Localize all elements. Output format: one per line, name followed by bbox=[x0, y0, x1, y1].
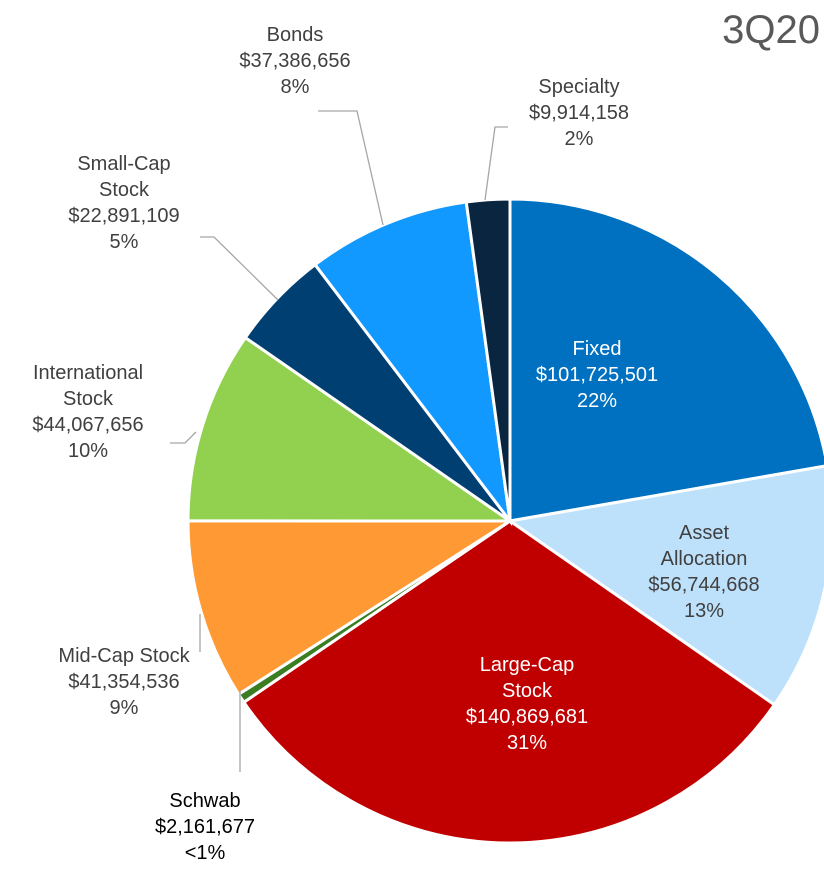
pie-slice bbox=[312, 200, 513, 527]
label-value: $44,067,656 bbox=[32, 414, 144, 436]
label-name: Bonds bbox=[266, 24, 324, 46]
label-name: Large-Cap Stock bbox=[479, 654, 575, 702]
slice-label: Large-Cap Stock $140,869,681 31% bbox=[466, 652, 588, 756]
leader-line bbox=[200, 236, 279, 301]
label-value: $140,869,681 bbox=[465, 706, 589, 728]
label-value: $56,744,668 bbox=[648, 574, 760, 596]
label-percent: 5% bbox=[109, 231, 139, 253]
pie-slice bbox=[186, 335, 515, 523]
leader-line bbox=[318, 110, 384, 226]
label-percent: 13% bbox=[683, 600, 725, 622]
slice-label: Asset Allocation $56,744,668 13% bbox=[644, 520, 764, 624]
label-value: $41,354,536 bbox=[68, 671, 180, 693]
pie-slice bbox=[464, 197, 512, 522]
label-value: $9,914,158 bbox=[528, 102, 630, 124]
slice-label: Schwab $2,161,677 <1% bbox=[155, 788, 255, 866]
pie-slice bbox=[186, 519, 516, 697]
label-value: $37,386,656 bbox=[239, 50, 351, 72]
label-name: Mid-Cap Stock bbox=[58, 645, 190, 667]
label-name: International Stock bbox=[32, 362, 144, 410]
pie-slice bbox=[241, 519, 777, 845]
slice-label: Bonds $37,386,656 8% bbox=[239, 22, 350, 100]
pie-slice bbox=[508, 197, 824, 523]
label-value: $2,161,677 bbox=[154, 816, 256, 838]
label-name: Asset Allocation bbox=[660, 522, 748, 570]
label-percent: 9% bbox=[109, 697, 139, 719]
leader-line bbox=[170, 431, 197, 444]
label-percent: 10% bbox=[67, 440, 109, 462]
label-percent: <1% bbox=[184, 842, 226, 864]
pie-slice bbox=[506, 464, 824, 707]
label-name: Specialty bbox=[538, 76, 620, 98]
slice-label: Fixed $101,725,501 22% bbox=[536, 336, 658, 414]
label-percent: 8% bbox=[280, 76, 310, 98]
label-percent: 22% bbox=[576, 390, 618, 412]
chart-title: 3Q20 bbox=[722, 8, 820, 52]
slice-label: Specialty $9,914,158 2% bbox=[529, 74, 629, 152]
label-name: Small-Cap Stock bbox=[77, 153, 171, 201]
label-value: $101,725,501 bbox=[535, 364, 659, 386]
slice-label: International Stock $44,067,656 10% bbox=[32, 360, 143, 464]
slice-label: Mid-Cap Stock $41,354,536 9% bbox=[58, 643, 189, 721]
label-name: Schwab bbox=[169, 790, 241, 812]
label-value: $22,891,109 bbox=[68, 205, 180, 227]
label-name: Fixed bbox=[572, 338, 622, 360]
label-percent: 2% bbox=[564, 128, 594, 150]
slice-label: Small-Cap Stock $22,891,109 5% bbox=[68, 151, 179, 255]
label-percent: 31% bbox=[506, 732, 548, 754]
leader-line bbox=[484, 126, 508, 201]
